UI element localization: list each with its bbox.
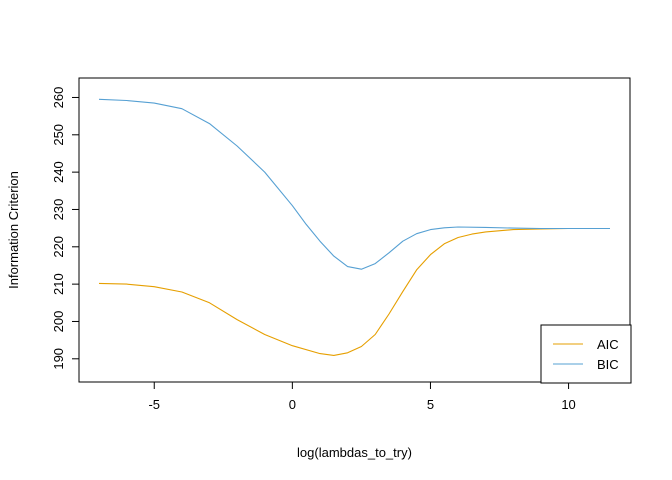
legend-box [540,324,632,384]
series-line-aic [98,227,610,356]
y-tick-label: 220 [51,236,66,258]
y-tick-label: 200 [51,311,66,333]
y-tick-label: 190 [51,348,66,370]
y-tick-label: 260 [51,87,66,109]
series-lines [98,98,610,356]
x-tick-label: 10 [561,397,575,412]
y-tick-label: 230 [51,199,66,221]
legend: AIC BIC [540,324,632,384]
x-tick-label: 0 [289,397,296,412]
y-axis-title: Information Criterion [6,171,21,289]
y-tick-label: 250 [51,124,66,146]
x-tick-label: 5 [427,397,434,412]
axes: -5 0 5 10 190 200 210 220 230 240 250 260 [51,87,576,412]
x-tick-label: -5 [148,397,160,412]
y-tick-label: 210 [51,273,66,295]
plot-frame [78,77,631,383]
legend-label-bic: BIC [597,357,619,372]
y-tick-label: 240 [51,161,66,183]
plot-area [78,77,631,383]
series-line-bic [98,98,610,270]
x-axis-title: log(lambdas_to_try) [297,445,412,460]
legend-label-aic: AIC [597,337,619,352]
